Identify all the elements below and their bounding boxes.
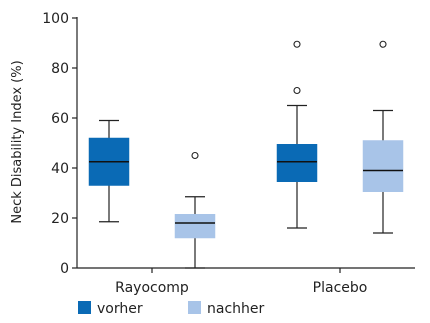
y-tick-label-20: 20 [51, 211, 69, 227]
x-tick-label-rayocomp: Rayocomp [115, 280, 189, 296]
outlier-point-0 [293, 86, 301, 95]
axis-layer: 0 20 40 60 80 100 Rayocomp Placebo [42, 11, 415, 296]
box-nachher-placebo [362, 40, 404, 234]
outlier-point-1 [293, 40, 301, 48]
x-tick-label-placebo: Placebo [313, 280, 368, 296]
y-tick-label-0: 0 [60, 261, 69, 277]
legend-label-nachher: nachher [207, 301, 265, 317]
legend-swatch-nachher [188, 301, 201, 314]
legend: vorher nachher [78, 301, 265, 317]
y-axis-title: Neck Disability Index (%) [10, 60, 25, 223]
y-tick-label-60: 60 [51, 111, 69, 127]
box-vorher-rayocomp [88, 119, 130, 223]
y-tick-label-80: 80 [51, 61, 69, 77]
y-tick-label-40: 40 [51, 161, 69, 177]
y-tick-label-100: 100 [42, 11, 69, 27]
box-iqr [362, 140, 404, 192]
outlier-point-0 [191, 151, 199, 160]
outlier-point-0 [379, 40, 387, 48]
box-vorher-placebo [276, 40, 318, 229]
box-nachher-rayocomp [174, 151, 216, 269]
box-iqr [276, 144, 318, 182]
box-iqr [174, 214, 216, 239]
legend-swatch-vorher [78, 301, 91, 314]
box-layer [88, 40, 404, 269]
legend-label-vorher: vorher [97, 301, 143, 317]
